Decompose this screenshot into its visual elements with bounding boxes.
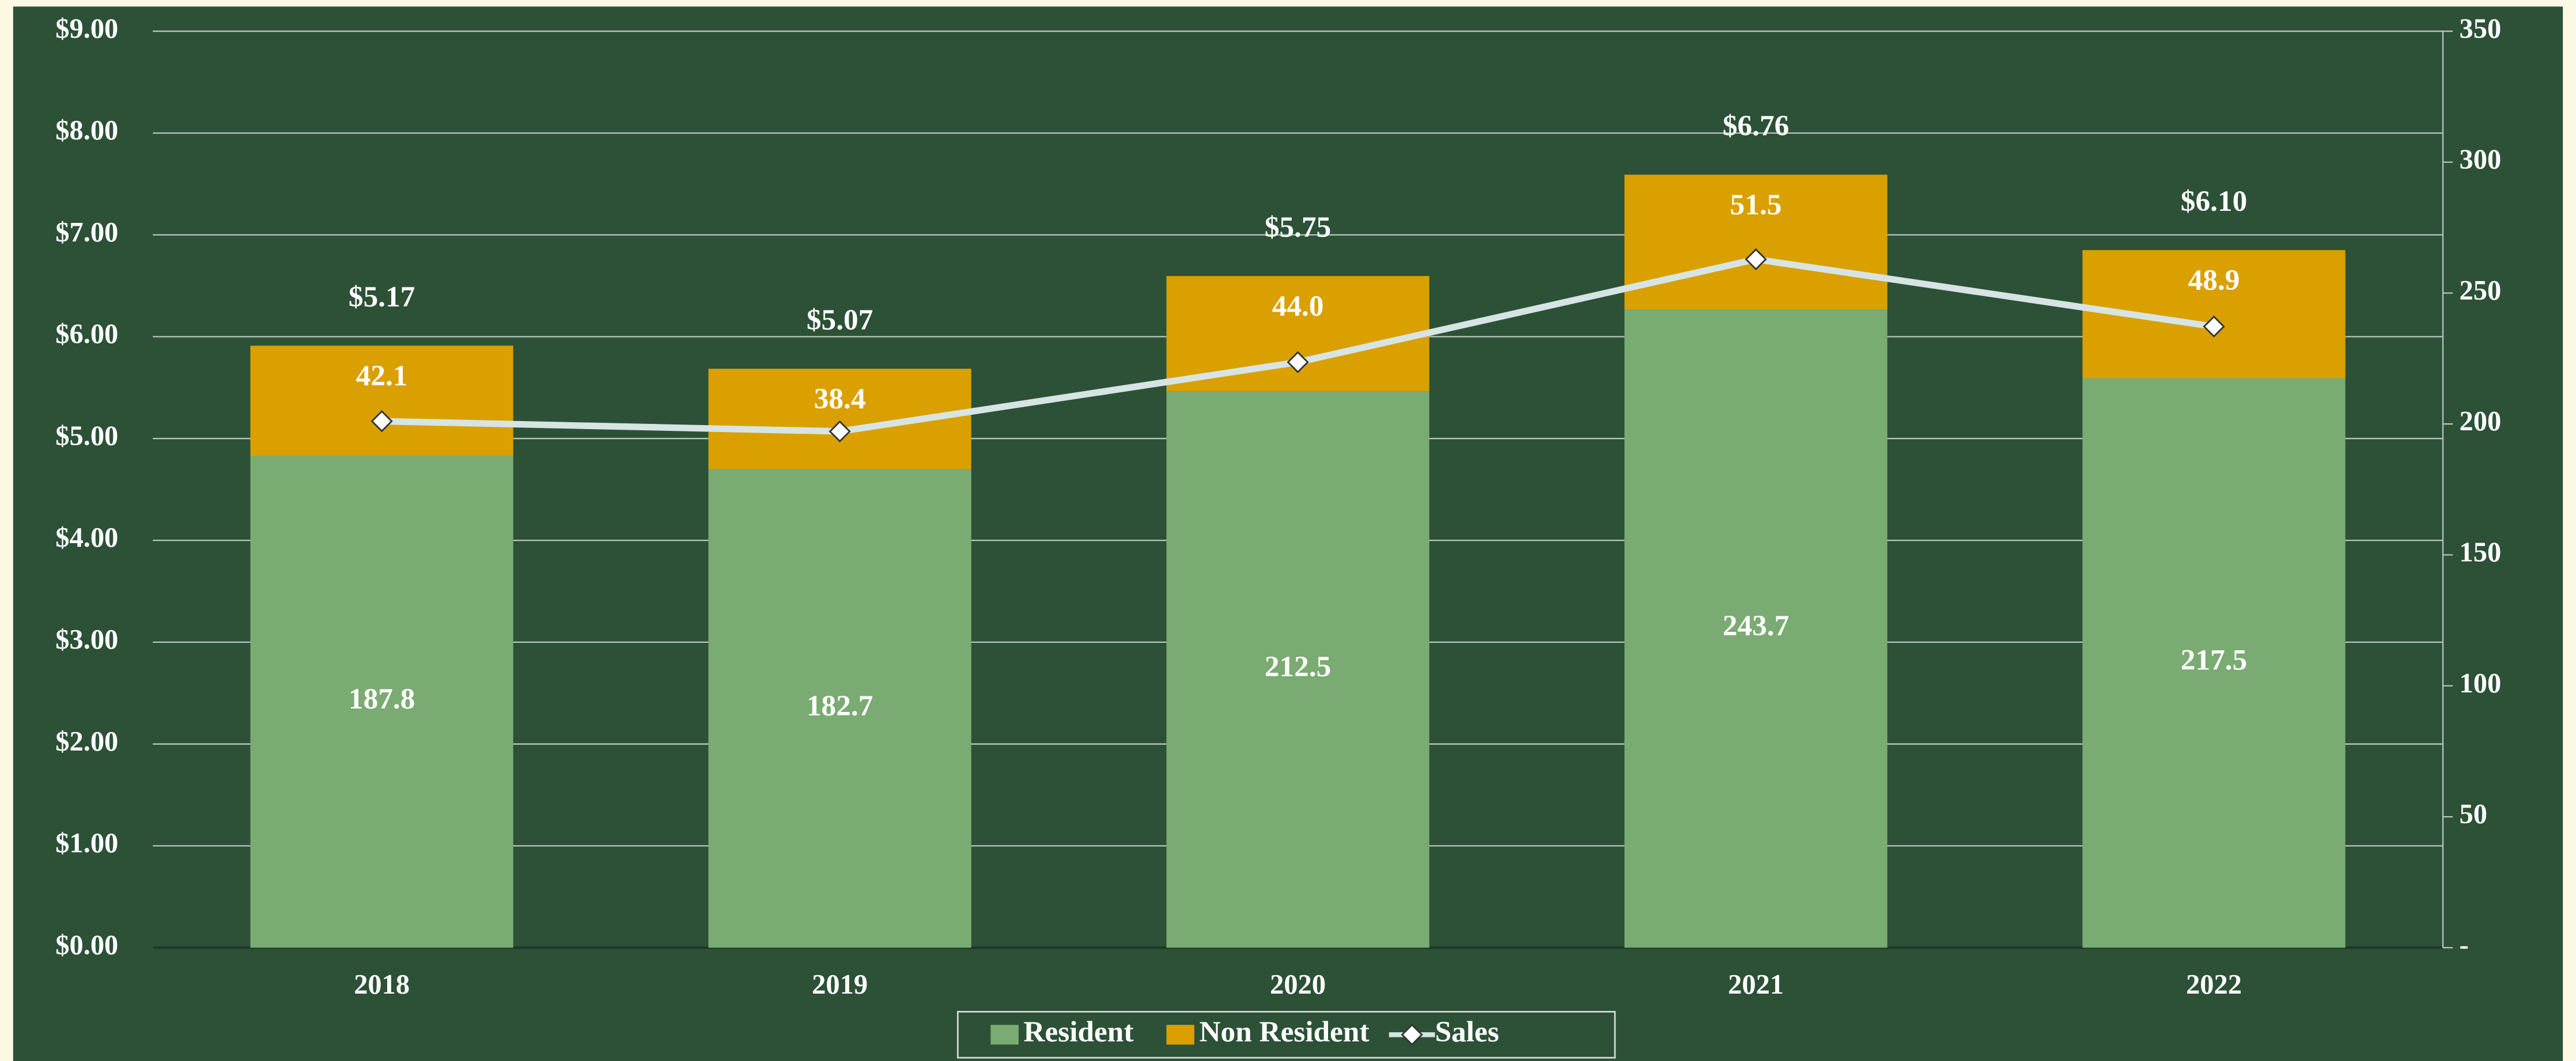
bar-label: 44.0 <box>1272 290 1324 323</box>
y-tick-label: $2.00 <box>55 726 118 757</box>
sales-marker <box>2203 315 2225 338</box>
x-tick-label: 2019 <box>812 969 868 1000</box>
sales-marker <box>829 420 851 443</box>
y-tick-label: $9.00 <box>55 13 118 44</box>
x-tick-label: 2022 <box>2186 969 2242 1000</box>
y-tick-label: $8.00 <box>55 115 118 146</box>
legend-swatch <box>1166 1025 1194 1045</box>
sales-label: $5.07 <box>807 304 873 336</box>
y2-tick-label: 200 <box>2460 406 2502 437</box>
x-tick-label: 2021 <box>1728 969 1784 1000</box>
bar-label: 187.8 <box>349 683 415 715</box>
sales-label: $5.17 <box>349 281 415 313</box>
y2-tick-label: 100 <box>2460 668 2502 699</box>
sales-label: $6.10 <box>2181 185 2247 218</box>
bar-segment <box>250 346 513 456</box>
y2-tick-label: 300 <box>2460 145 2502 175</box>
bar-segment <box>250 456 513 948</box>
y2-tick-label: - <box>2460 930 2469 960</box>
bar-label: 212.5 <box>1265 650 1331 683</box>
y2-tick-label: 150 <box>2460 537 2502 567</box>
y-tick-label: $4.00 <box>55 522 118 553</box>
bar-label: 217.5 <box>2181 644 2247 677</box>
bar-segment <box>1624 175 1887 310</box>
x-tick-label: 2018 <box>354 969 410 1000</box>
sales-marker <box>370 410 393 433</box>
y-tick-label: $1.00 <box>55 828 118 859</box>
legend-label: Resident <box>1023 1015 1133 1048</box>
bar-label: 38.4 <box>814 382 866 415</box>
bar-segment <box>2082 378 2346 948</box>
legend-box <box>956 1011 1616 1059</box>
legend-marker <box>1401 1024 1423 1046</box>
bar-label: 51.5 <box>1730 188 1782 221</box>
legend-label: Non Resident <box>1199 1015 1369 1048</box>
legend-label: Sales <box>1435 1015 1499 1048</box>
y2-tick-label: 250 <box>2460 275 2502 306</box>
y2-tick-label: 50 <box>2460 799 2487 829</box>
bar-label: 48.9 <box>2188 264 2240 297</box>
bar-label: 42.1 <box>356 359 408 392</box>
bar-segment <box>1166 391 1429 948</box>
sales-label: $6.76 <box>1723 109 1789 142</box>
legend-swatch <box>990 1025 1019 1045</box>
bar-label: 243.7 <box>1723 609 1789 642</box>
y-tick-label: $0.00 <box>55 930 118 960</box>
sales-marker <box>1287 351 1309 373</box>
bar-segment <box>1624 309 1887 948</box>
sales-label: $5.75 <box>1265 211 1331 244</box>
bar-label: 182.7 <box>807 689 873 722</box>
y-tick-label: $3.00 <box>55 624 118 655</box>
y-tick-label: $7.00 <box>55 217 118 248</box>
y2-tick-label: 350 <box>2460 13 2502 44</box>
x-tick-label: 2020 <box>1270 969 1326 1000</box>
bar-segment <box>708 469 971 948</box>
sales-marker <box>1745 248 1767 271</box>
y-tick-label: $6.00 <box>55 319 118 350</box>
y-tick-label: $5.00 <box>55 420 118 451</box>
